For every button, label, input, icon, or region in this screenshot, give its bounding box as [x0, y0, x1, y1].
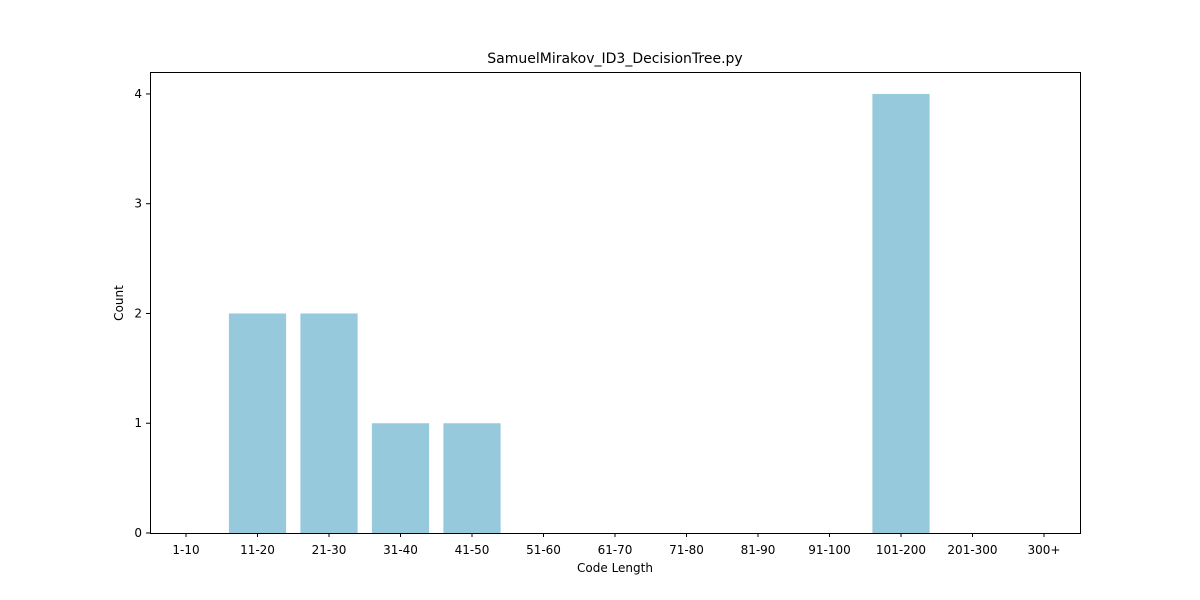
- x-tick-label: 21-30: [312, 543, 347, 557]
- x-tick-label: 201-300: [947, 543, 997, 557]
- plot-frame: [150, 72, 1081, 534]
- x-tick-label: 91-100: [808, 543, 851, 557]
- bar-11-20: [228, 313, 287, 533]
- bar-31-40: [371, 423, 430, 533]
- x-tick-label: 71-80: [669, 543, 704, 557]
- y-tick-label: 1: [134, 416, 142, 430]
- x-tick-label: 61-70: [598, 543, 633, 557]
- x-axis-ticks: 1-10 11-20 21-30 31-40 41-50 51-60 61-70 71-80 8…: [172, 533, 1060, 557]
- x-tick-label: 101-200: [876, 543, 926, 557]
- x-tick-label: 81-90: [741, 543, 776, 557]
- x-tick-label: 1-10: [172, 543, 199, 557]
- bars-layer: [228, 93, 930, 533]
- x-tick-label: 41-50: [455, 543, 490, 557]
- y-tick-label: 4: [134, 87, 142, 101]
- y-tick-label: 3: [134, 197, 142, 211]
- x-tick-label: 300+: [1028, 543, 1061, 557]
- y-axis-label: Count: [112, 285, 126, 321]
- bar-41-50: [443, 423, 501, 533]
- bar-21-30: [300, 313, 358, 533]
- chart-title: SamuelMirakov_ID3_DecisionTree.py: [487, 51, 742, 67]
- x-tick-label: 11-20: [240, 543, 275, 557]
- bar-101-200: [872, 93, 930, 533]
- x-axis-label: Code Length: [577, 561, 653, 575]
- y-axis-ticks: 0 1 2 3 4: [134, 87, 150, 540]
- y-tick-label: 2: [134, 306, 142, 320]
- x-tick-label: 31-40: [383, 543, 418, 557]
- y-tick-label: 0: [134, 526, 142, 540]
- x-tick-label: 51-60: [526, 543, 561, 557]
